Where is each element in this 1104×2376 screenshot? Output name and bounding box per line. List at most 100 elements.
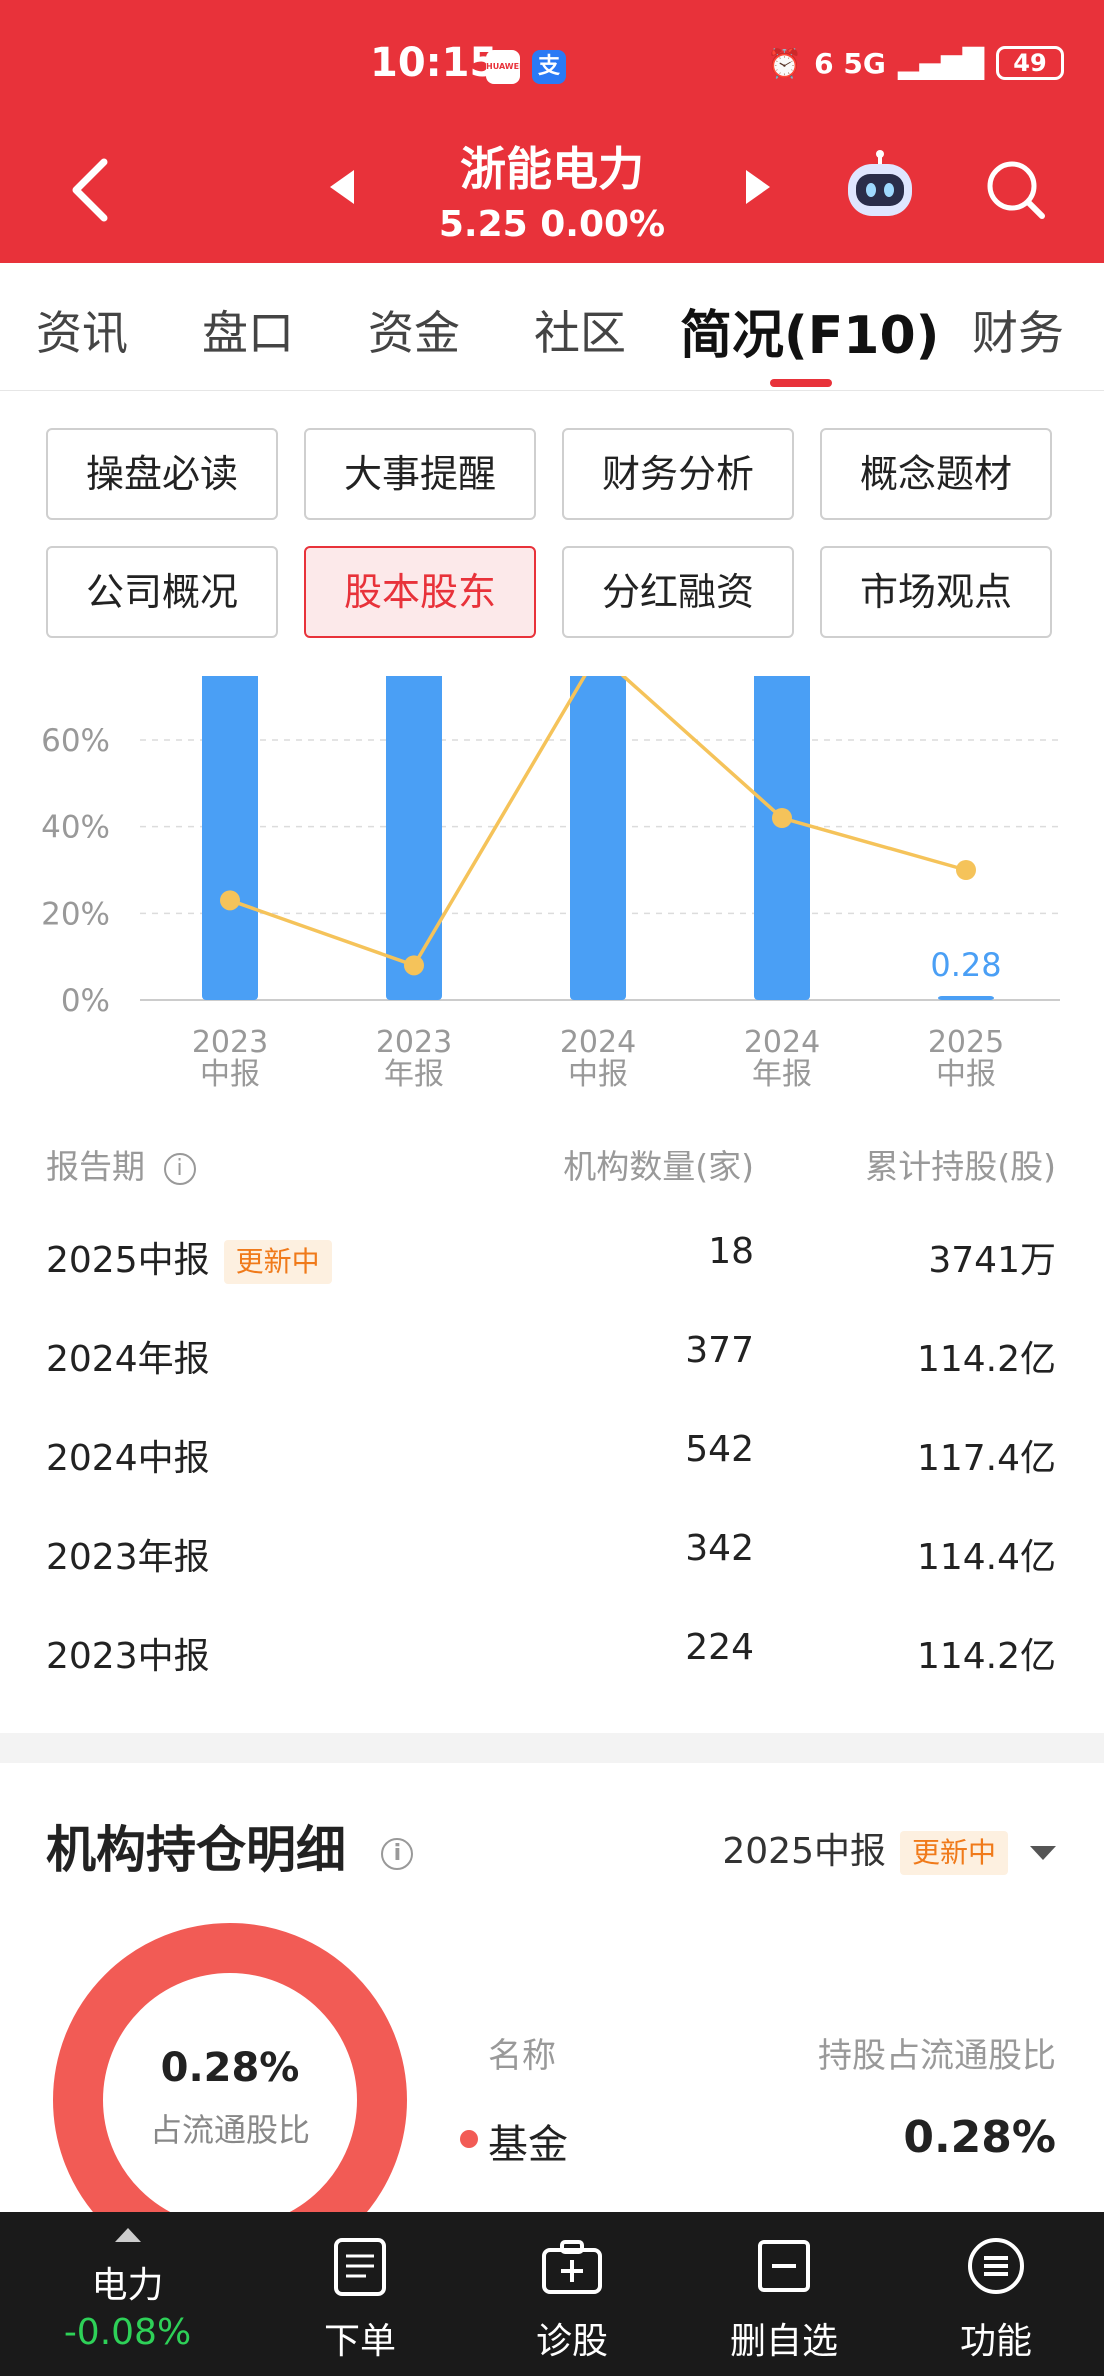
sector-change: -0.08%	[63, 2312, 192, 2353]
legend-header-name: 名称	[488, 2036, 556, 2076]
legend-item-name: 基金	[488, 2122, 568, 2168]
tab-finance[interactable]: 财务	[972, 306, 1064, 360]
row-shares: 117.4亿	[916, 1438, 1056, 1479]
chip-concepts[interactable]: 概念题材	[820, 428, 1052, 520]
chip-dividends-financing[interactable]: 分红融资	[562, 546, 794, 638]
row-count: 542	[685, 1429, 754, 1470]
chart-point	[772, 808, 792, 828]
wifi-signal-icon: 6 5G	[814, 46, 886, 80]
row-shares: 114.2亿	[916, 1636, 1056, 1677]
sector-name: 电力	[91, 2265, 164, 2306]
chevron-down-icon	[1030, 1846, 1056, 1860]
row-shares: 114.2亿	[916, 1339, 1056, 1380]
period-selector-value: 2025中报	[722, 1831, 886, 1872]
tab-quote[interactable]: 盘口	[202, 306, 294, 360]
row-period: 2025中报	[46, 1240, 210, 1281]
table-row[interactable]: 2025中报 更新中 18 3741万	[0, 1205, 1104, 1304]
chart-line	[229, 676, 967, 968]
x-tick-label: 年报	[384, 1057, 444, 1092]
chart-svg: 0%20%40%60%0.282023中报2023年报2024中报2024年报2…	[41, 676, 1060, 1092]
x-tick-label: 2024	[744, 1025, 820, 1060]
row-period: 2024年报	[46, 1339, 210, 1380]
tab-news[interactable]: 资讯	[36, 306, 128, 360]
alarm-icon: ⏰	[767, 46, 803, 80]
chip-major-events[interactable]: 大事提醒	[304, 428, 536, 520]
remove-watchlist-button[interactable]: 删自选	[714, 2212, 854, 2376]
bottom-action-bar: 电力 -0.08% 下单 诊股	[0, 2212, 1104, 2376]
chip-company-profile[interactable]: 公司概况	[46, 546, 278, 638]
alipay-app-icon: 支	[532, 50, 566, 84]
huawei-app-icon: HUAWEI	[486, 50, 522, 84]
order-button[interactable]: 下单	[290, 2212, 430, 2376]
info-icon[interactable]: i	[163, 1152, 196, 1185]
medical-kit-icon	[542, 2240, 602, 2294]
next-stock-icon[interactable]	[744, 168, 772, 215]
chart-point	[956, 860, 976, 880]
chip-shareholders[interactable]: 股本股东	[304, 546, 536, 638]
donut-center-label: 占流通股比	[149, 2111, 310, 2149]
row-count: 377	[685, 1330, 754, 1371]
tab-f10-overview[interactable]: 简况(F10)	[680, 306, 940, 366]
stock-name: 浙能电力	[460, 142, 644, 196]
menu-circle-icon	[968, 2238, 1024, 2294]
updating-badge: 更新中	[223, 1240, 332, 1284]
chip-financial-analysis[interactable]: 财务分析	[562, 428, 794, 520]
table-row[interactable]: 2023年报 342 114.4亿	[0, 1502, 1104, 1601]
tab-community[interactable]: 社区	[534, 306, 626, 360]
minus-square-icon	[758, 2240, 810, 2292]
th-report-period: 报告期 i	[46, 1140, 196, 1188]
functions-button[interactable]: 功能	[926, 2212, 1066, 2376]
row-count: 224	[685, 1627, 754, 1668]
remove-watchlist-label: 删自选	[729, 2321, 838, 2362]
stock-price-change: 5.25 0.00%	[438, 204, 666, 245]
x-tick-label: 2025	[928, 1025, 1004, 1060]
legend-color-dot	[460, 2130, 478, 2148]
chart-bar	[938, 996, 994, 1000]
diagnose-label: 诊股	[535, 2321, 608, 2362]
section-title: 机构持仓明细 i	[46, 1810, 414, 1882]
section-divider	[0, 1733, 1104, 1763]
chart-bar	[754, 676, 810, 1000]
ai-assistant-robot-icon[interactable]	[842, 150, 918, 222]
order-label: 下单	[323, 2321, 396, 2362]
x-tick-label: 中报	[568, 1057, 628, 1092]
legend-item-value: 0.28%	[903, 2112, 1056, 2163]
sector-quote-button[interactable]: 电力 -0.08%	[40, 2212, 215, 2376]
previous-stock-icon[interactable]	[328, 168, 356, 215]
status-time: 10:15	[370, 40, 498, 86]
institution-holding-chart: 0% 20% 40% 60% 0.28 2023 中报 2023 年报 2024 中报 2024 年报 2…	[0, 670, 1104, 1100]
y-tick-label: 0%	[61, 983, 110, 1019]
back-icon[interactable]	[62, 150, 122, 230]
info-icon[interactable]: i	[381, 1837, 414, 1870]
status-indicators: ⏰ 6 5G ▂▄▆█ 49	[767, 46, 1064, 80]
chip-trading-guide[interactable]: 操盘必读	[46, 428, 278, 520]
cell-signal-icon: ▂▄▆█	[897, 46, 984, 80]
row-period: 2023中报	[46, 1636, 210, 1677]
chart-bar	[386, 676, 442, 1000]
status-bar: 10:15 HUAWEI 支 ⏰ 6 5G ▂▄▆█ 49	[0, 0, 1104, 130]
th-total-shares[interactable]: 累计持股(股)	[865, 1147, 1056, 1186]
table-row[interactable]: 2024中报 542 117.4亿	[0, 1403, 1104, 1502]
tab-funds[interactable]: 资金	[368, 306, 460, 360]
chart-bar	[202, 676, 258, 1000]
y-tick-label: 20%	[41, 896, 110, 932]
diagnose-stock-button[interactable]: 诊股	[502, 2212, 642, 2376]
chip-market-views[interactable]: 市场观点	[820, 546, 1052, 638]
stock-header: 10:15 HUAWEI 支 ⏰ 6 5G ▂▄▆█ 49 浙能电力 5.25 …	[0, 0, 1104, 263]
updating-badge: 更新中	[899, 1831, 1008, 1875]
period-selector[interactable]: 2025中报 更新中	[722, 1822, 1056, 1875]
y-tick-label: 60%	[41, 723, 110, 759]
x-tick-label: 2023	[376, 1025, 452, 1060]
active-tab-indicator	[770, 379, 832, 387]
row-count: 18	[708, 1231, 754, 1272]
functions-label: 功能	[959, 2321, 1032, 2362]
table-row[interactable]: 2023中报 224 114.2亿	[0, 1601, 1104, 1700]
stock-tabs: 资讯 盘口 资金 社区 简况(F10) 财务	[0, 263, 1104, 391]
x-tick-label: 2023	[192, 1025, 268, 1060]
search-icon[interactable]	[984, 158, 1048, 222]
table-row[interactable]: 2024年报 377 114.2亿	[0, 1304, 1104, 1403]
caret-up-icon	[115, 2228, 141, 2242]
chart-point	[220, 890, 240, 911]
battery-icon: 49	[996, 46, 1064, 80]
row-shares: 114.4亿	[916, 1537, 1056, 1578]
